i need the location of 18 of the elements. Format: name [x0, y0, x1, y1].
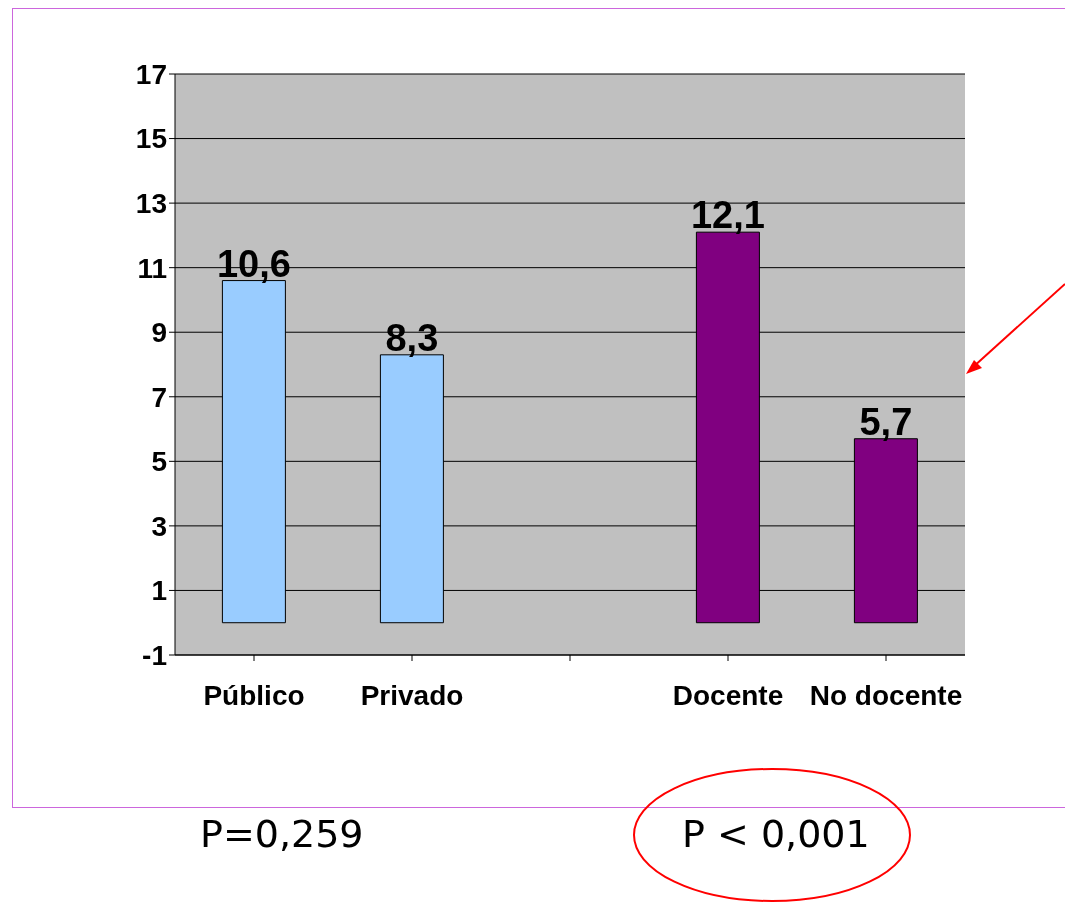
y-tick-label: -1: [142, 639, 167, 671]
text: P=0,259: [200, 812, 364, 856]
y-tick-label: 9: [151, 317, 167, 349]
y-tick-label: 11: [137, 252, 167, 284]
x-tick-label: Público: [203, 679, 305, 711]
y-tick-label: 1: [151, 575, 167, 607]
data-label: 12,1: [690, 194, 765, 237]
text: P < 0,001: [682, 812, 870, 856]
x-tick-label: Docente: [672, 679, 784, 711]
y-tick-label: 15: [135, 123, 167, 155]
y-tick-label: 17: [135, 58, 167, 90]
x-tick-label: No docente: [809, 679, 963, 711]
y-tick-label: 3: [151, 510, 167, 542]
y-tick-label: 5: [151, 446, 167, 478]
y-tick-label: 13: [135, 188, 167, 220]
y-tick-label: 7: [151, 381, 167, 413]
x-tick-label: Privado: [360, 679, 464, 711]
data-label: 5,7: [859, 400, 913, 443]
